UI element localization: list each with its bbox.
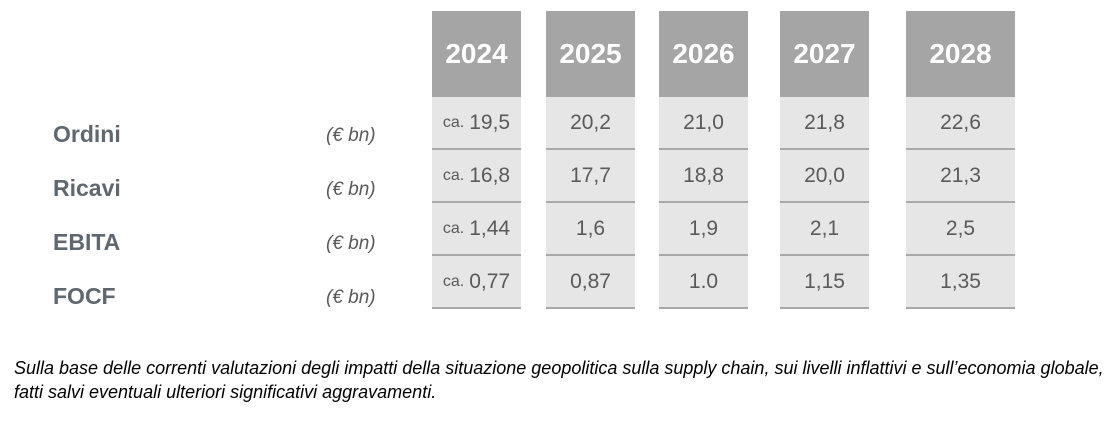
table-cell: ca. 16,8 (432, 150, 521, 203)
cell-value: 0,77 (469, 269, 511, 293)
year-column-2028: 2028 22,6 21,3 2,5 1,35 (906, 11, 1015, 309)
table-cell: ca. 19,5 (432, 97, 521, 150)
approx-prefix: ca. (442, 113, 465, 131)
year-header: 2027 (780, 11, 869, 97)
year-header: 2025 (546, 11, 635, 97)
row-label-focf: FOCF (53, 283, 116, 309)
row-label-ordini: Ordini (53, 121, 121, 147)
row-unit-ebita: (€ bn) (326, 233, 376, 254)
table-cell: 21,8 (780, 97, 869, 150)
row-unit-ricavi: (€ bn) (326, 179, 376, 200)
approx-prefix: ca. (442, 166, 465, 184)
year-header: 2024 (432, 11, 521, 97)
table-cell: 21,3 (906, 150, 1015, 203)
year-column-2024: 2024 ca. 19,5 ca. 16,8 ca. 1,44 ca. 0,77 (432, 11, 521, 309)
table-cell: ca. 0,77 (432, 256, 521, 309)
approx-prefix: ca. (442, 272, 465, 290)
table-cell: 1,15 (780, 256, 869, 309)
table-cell: 2,5 (906, 203, 1015, 256)
table-cell: 20,2 (546, 97, 635, 150)
table-cell: 1,35 (906, 256, 1015, 309)
year-header: 2028 (906, 11, 1015, 97)
row-label-ricavi: Ricavi (53, 175, 121, 201)
cell-value: 1,44 (469, 216, 511, 240)
year-column-2025: 2025 20,2 17,7 1,6 0,87 (546, 11, 635, 309)
cell-value: 16,8 (469, 163, 511, 187)
table-cell: 20,0 (780, 150, 869, 203)
year-column-2027: 2027 21,8 20,0 2,1 1,15 (780, 11, 869, 309)
footnote: Sulla base delle correnti valutazioni de… (14, 358, 1104, 402)
row-unit-ordini: (€ bn) (326, 125, 376, 146)
table-cell: 1,6 (546, 203, 635, 256)
row-label-ebita: EBITA (53, 229, 121, 255)
approx-prefix: ca. (442, 219, 465, 237)
table-cell: 1.0 (659, 256, 748, 309)
row-unit-focf: (€ bn) (326, 287, 376, 308)
table-cell: 18,8 (659, 150, 748, 203)
table-cell: 1,9 (659, 203, 748, 256)
year-header: 2026 (659, 11, 748, 97)
table-cell: 17,7 (546, 150, 635, 203)
year-column-2026: 2026 21,0 18,8 1,9 1.0 (659, 11, 748, 309)
table-cell: ca. 1,44 (432, 203, 521, 256)
table-cell: 2,1 (780, 203, 869, 256)
table-cell: 22,6 (906, 97, 1015, 150)
cell-value: 19,5 (469, 110, 511, 134)
table-cell: 21,0 (659, 97, 748, 150)
table-cell: 0,87 (546, 256, 635, 309)
